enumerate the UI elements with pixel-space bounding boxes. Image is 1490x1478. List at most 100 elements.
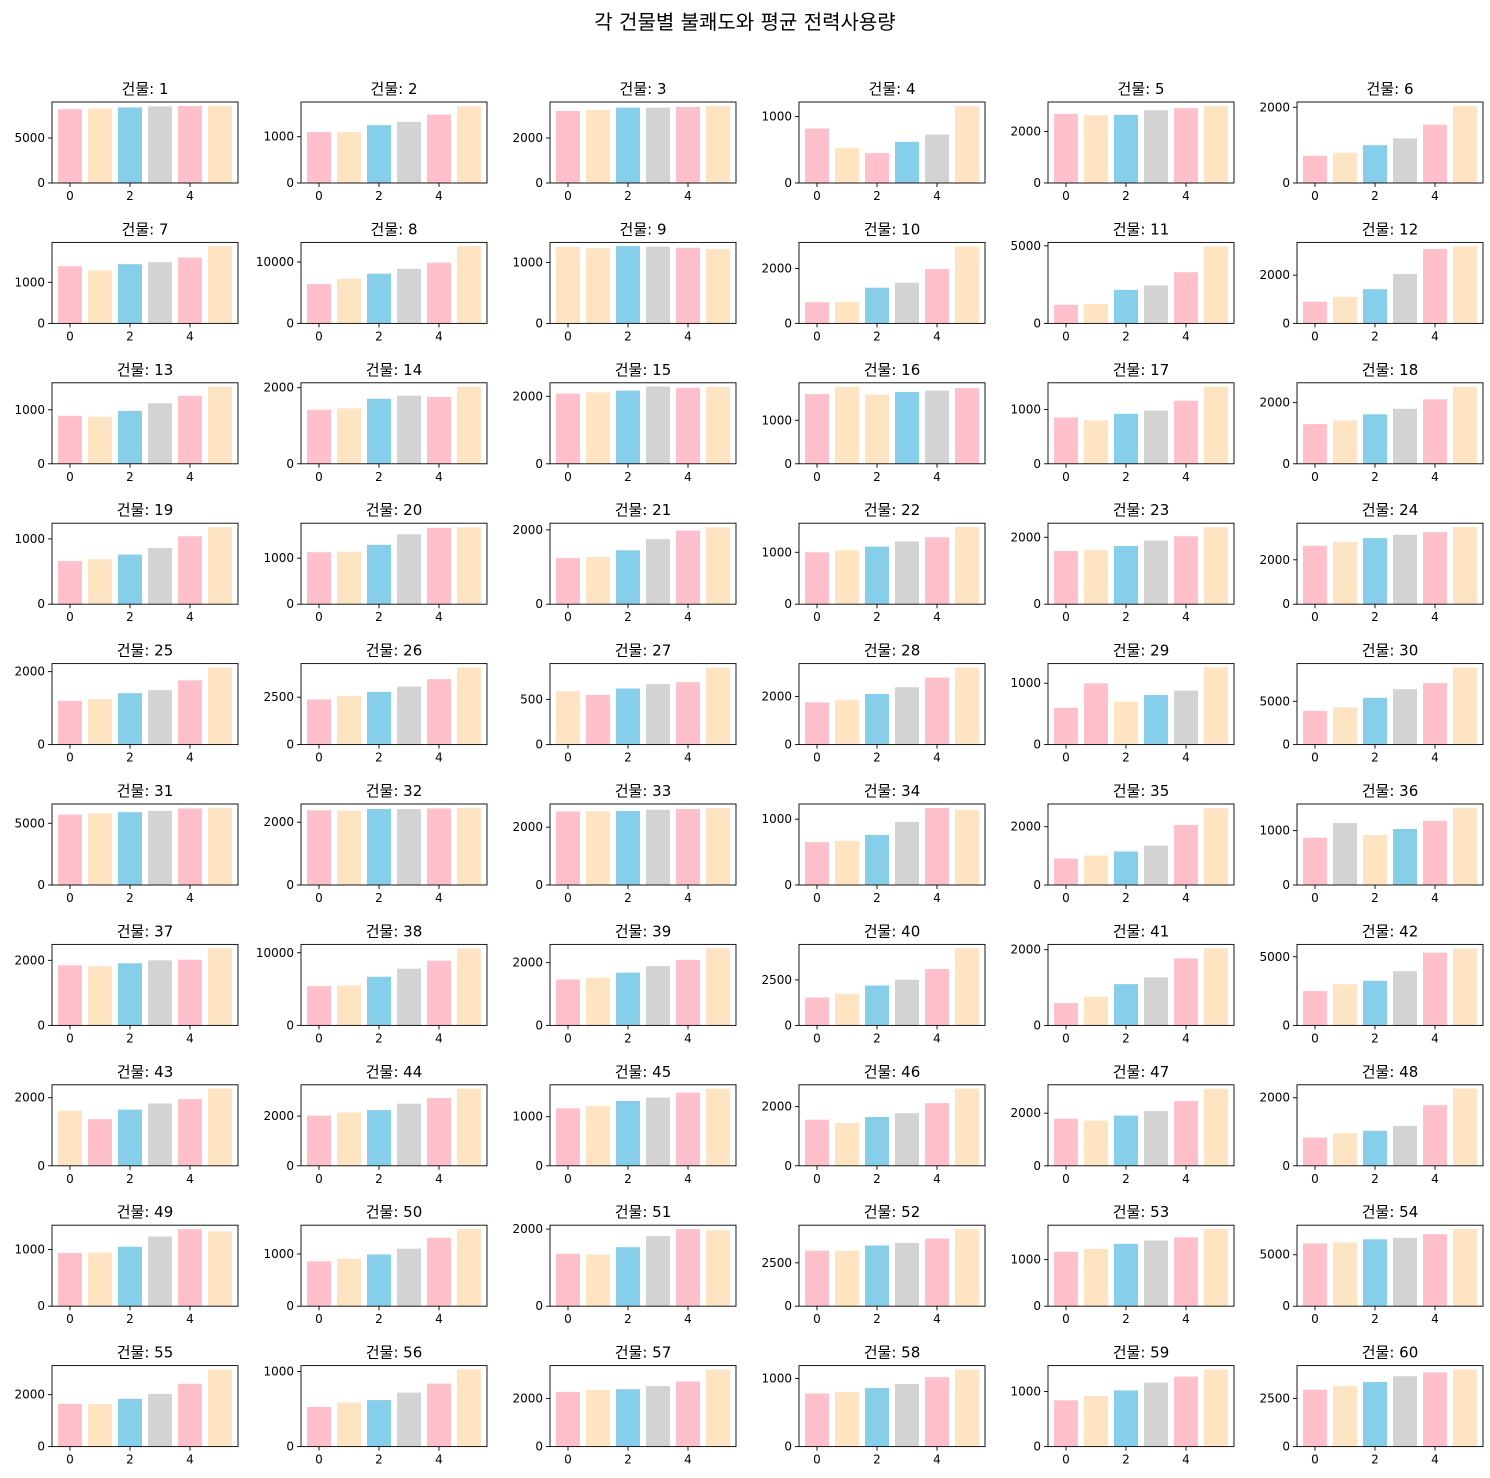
- x-tick-label: 0: [564, 189, 572, 203]
- x-tick-label: 0: [1062, 1172, 1070, 1186]
- y-tick-label: 0: [1282, 176, 1290, 190]
- subplot-title: 건물: 34: [864, 782, 921, 800]
- bar: [805, 128, 829, 183]
- bar: [895, 391, 919, 464]
- subplot: 건물: 9 0 1000 0 2 4: [512, 220, 737, 343]
- subplot: 건물: 52 0 2500 0 2 4: [761, 1203, 986, 1326]
- bar: [1393, 1237, 1417, 1307]
- bar: [118, 1398, 142, 1447]
- x-tick-label: 2: [1371, 1172, 1379, 1186]
- bar: [1054, 858, 1078, 885]
- bar: [457, 807, 481, 885]
- subplot-title: 건물: 15: [615, 361, 672, 379]
- subplot: 건물: 21 0 2000 0 2 4: [512, 501, 737, 624]
- bar: [457, 1369, 481, 1447]
- y-tick-label: 0: [37, 878, 45, 892]
- bar: [835, 1122, 859, 1166]
- y-tick-label: 1000: [263, 1365, 294, 1379]
- bar: [427, 808, 451, 885]
- subplot: 건물: 47 0 2000 0 2 4: [1010, 1063, 1235, 1186]
- bar: [367, 691, 391, 745]
- x-tick-label: 2: [126, 329, 134, 343]
- x-tick-label: 4: [684, 1312, 692, 1326]
- bar: [646, 1386, 670, 1447]
- bar: [616, 688, 640, 745]
- axes-frame: [798, 1084, 986, 1167]
- x-tick-label: 2: [1371, 891, 1379, 905]
- x-tick-label: 2: [126, 751, 134, 765]
- axes-frame: [1047, 1224, 1235, 1307]
- x-tick-label: 4: [186, 1312, 194, 1326]
- y-tick-label: 2000: [1010, 124, 1041, 138]
- subplot-title: 건물: 24: [1362, 501, 1419, 519]
- bar: [1393, 1125, 1417, 1166]
- y-tick-label: 0: [1282, 1018, 1290, 1032]
- bar: [148, 1103, 172, 1166]
- bar: [676, 530, 700, 605]
- bar: [805, 1119, 829, 1166]
- bar: [208, 948, 232, 1026]
- bar: [88, 813, 112, 885]
- bar: [1423, 124, 1447, 183]
- x-tick-label: 0: [66, 329, 74, 343]
- x-tick-label: 4: [435, 470, 443, 484]
- y-tick-label: 0: [286, 738, 294, 752]
- x-tick-label: 0: [66, 470, 74, 484]
- x-tick-label: 4: [186, 1031, 194, 1045]
- y-tick-label: 0: [37, 316, 45, 330]
- subplot-title: 건물: 58: [864, 1344, 921, 1362]
- subplot-title: 건물: 33: [615, 782, 672, 800]
- bar: [1453, 386, 1477, 464]
- y-tick-label: 0: [784, 1299, 792, 1313]
- bar: [148, 960, 172, 1026]
- axes-frame: [51, 241, 239, 324]
- bar: [1303, 424, 1327, 464]
- y-tick-label: 0: [1282, 1299, 1290, 1313]
- x-tick-label: 4: [1431, 1172, 1439, 1186]
- y-tick-label: 1000: [1259, 824, 1290, 838]
- bar: [706, 1230, 730, 1307]
- bar: [148, 690, 172, 745]
- bar: [148, 1393, 172, 1447]
- bar: [1363, 1381, 1387, 1447]
- axes-frame: [798, 943, 986, 1026]
- bar: [1174, 400, 1198, 464]
- x-tick-label: 2: [624, 1031, 632, 1045]
- bar: [556, 1253, 580, 1307]
- bar: [457, 386, 481, 464]
- bar: [646, 386, 670, 464]
- x-tick-label: 2: [1122, 1172, 1130, 1186]
- x-tick-label: 2: [1371, 470, 1379, 484]
- x-tick-label: 4: [1431, 1312, 1439, 1326]
- y-tick-label: 1000: [761, 812, 792, 826]
- bar: [706, 1369, 730, 1447]
- bar: [367, 1110, 391, 1166]
- bar: [307, 986, 331, 1026]
- bar: [397, 395, 421, 464]
- bar: [1204, 948, 1228, 1026]
- x-tick-label: 4: [1182, 1312, 1190, 1326]
- bar: [118, 554, 142, 605]
- bar: [805, 1393, 829, 1447]
- bar: [1144, 845, 1168, 885]
- subplot: 건물: 29 0 1000 0 2 4: [1010, 642, 1235, 765]
- axes-frame: [51, 522, 239, 605]
- subplot: 건물: 30 0 5000 0 2 4: [1259, 642, 1484, 765]
- bar: [1114, 1390, 1138, 1447]
- bar: [88, 1252, 112, 1307]
- bar: [1054, 1118, 1078, 1166]
- subplot-title: 건물: 55: [117, 1344, 174, 1362]
- subplot: 건물: 45 0 1000 0 2 4: [512, 1063, 737, 1186]
- y-tick-label: 0: [535, 316, 543, 330]
- x-tick-label: 4: [1431, 1031, 1439, 1045]
- subplot: 건물: 15 0 2000 0 2 4: [512, 361, 737, 484]
- bar: [307, 132, 331, 183]
- axes-frame: [1047, 522, 1235, 605]
- bar: [706, 527, 730, 605]
- x-tick-label: 0: [813, 1453, 821, 1467]
- x-tick-label: 2: [126, 1453, 134, 1467]
- y-tick-label: 0: [535, 1159, 543, 1173]
- x-tick-label: 2: [1122, 1312, 1130, 1326]
- x-tick-label: 2: [873, 751, 881, 765]
- axes-frame: [51, 1224, 239, 1307]
